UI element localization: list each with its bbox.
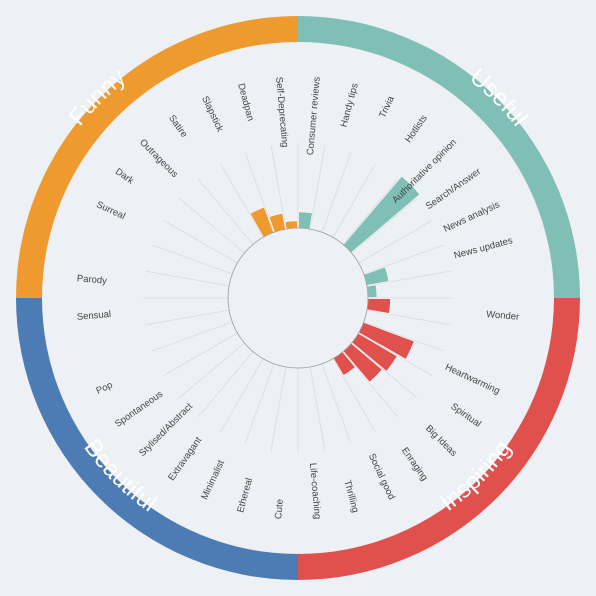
spoke bbox=[152, 321, 233, 352]
spoke bbox=[145, 309, 230, 326]
ring-segment-inspiring bbox=[298, 298, 580, 580]
category-label-slapstick: Slapstick bbox=[199, 94, 225, 133]
category-label-news-updates: News updates bbox=[453, 235, 514, 261]
spoke bbox=[321, 152, 352, 233]
category-label-life-coaching: Life-coaching bbox=[307, 462, 323, 519]
ring-segment-useful bbox=[298, 16, 580, 298]
inner-circle bbox=[227, 227, 369, 369]
category-label-outrageous: Outrageous bbox=[137, 137, 180, 180]
spoke bbox=[309, 366, 326, 451]
category-label-self-deprecating: Self-Deprecating bbox=[273, 76, 290, 147]
category-label-sensual: Sensual bbox=[76, 309, 111, 323]
spoke bbox=[363, 244, 444, 275]
spoke bbox=[363, 321, 444, 352]
category-label-hotlists: Hotlists bbox=[403, 113, 430, 145]
spoke bbox=[152, 244, 233, 275]
category-label-search-answer: Search/Answer bbox=[424, 166, 483, 212]
spoke bbox=[244, 152, 275, 233]
spoke bbox=[358, 220, 433, 264]
category-label-spiritual: Spiritual bbox=[449, 401, 483, 430]
spoke bbox=[179, 198, 245, 254]
category-label-surreal: Surreal bbox=[94, 199, 126, 222]
spoke bbox=[366, 270, 451, 287]
category-label-thrilling: Thrilling bbox=[342, 479, 361, 514]
spokes bbox=[143, 143, 453, 453]
spoke bbox=[163, 220, 238, 264]
group-ring bbox=[16, 16, 580, 580]
category-label-wonder: Wonder bbox=[486, 309, 520, 323]
category-label-deadpan: Deadpan bbox=[235, 82, 256, 122]
spoke bbox=[244, 363, 275, 444]
category-label-spontaneous: Spontaneous bbox=[113, 389, 165, 430]
category-label-minimalist: Minimalist bbox=[199, 458, 227, 501]
spoke bbox=[220, 358, 264, 433]
category-labels: Consumer reviews Handy tips Trivia Hotlists… bbox=[76, 76, 519, 520]
spoke bbox=[270, 145, 287, 230]
spoke bbox=[270, 366, 287, 451]
spoke bbox=[220, 163, 264, 238]
category-label-dark: Dark bbox=[113, 166, 136, 187]
bar-consumer-reviews bbox=[298, 211, 313, 230]
category-label-news-analysis: News analysis bbox=[442, 199, 502, 235]
spoke bbox=[342, 351, 398, 417]
spoke bbox=[342, 179, 398, 245]
category-label-extravagant: Extravagant bbox=[166, 435, 204, 483]
category-label-satire: Satire bbox=[166, 113, 189, 140]
category-label-parody: Parody bbox=[76, 273, 107, 287]
category-label-social-good: Social good bbox=[366, 452, 397, 502]
bar-unlabeled-8 bbox=[366, 284, 378, 298]
category-label-ethereal: Ethereal bbox=[235, 477, 255, 514]
category-label-heartwarming: Heartwarming bbox=[443, 362, 501, 397]
ring-segment-beautiful bbox=[16, 298, 298, 580]
spoke bbox=[179, 342, 245, 398]
spoke bbox=[351, 198, 417, 254]
ring-segment-funny bbox=[16, 16, 298, 298]
category-label-cute: Cute bbox=[273, 499, 286, 520]
spoke bbox=[366, 309, 451, 326]
category-label-pop: Pop bbox=[94, 380, 114, 397]
spoke bbox=[309, 145, 326, 230]
spoke bbox=[332, 358, 376, 433]
category-label-big-ideas: Big Ideas bbox=[423, 423, 459, 459]
spoke bbox=[358, 332, 433, 376]
spoke bbox=[145, 270, 230, 287]
category-label-trivia: Trivia bbox=[377, 94, 397, 120]
category-label-handy-tips: Handy tips bbox=[339, 82, 361, 128]
bar-slapstick bbox=[249, 206, 274, 238]
spoke bbox=[198, 179, 254, 245]
spoke bbox=[198, 351, 254, 417]
bars bbox=[249, 175, 421, 383]
spoke bbox=[332, 163, 376, 238]
spoke bbox=[321, 363, 352, 444]
category-label-consumer-reviews: Consumer reviews bbox=[305, 76, 323, 156]
spoke bbox=[351, 342, 417, 398]
spoke bbox=[163, 332, 238, 376]
category-label-enraging: Enraging bbox=[399, 446, 430, 483]
